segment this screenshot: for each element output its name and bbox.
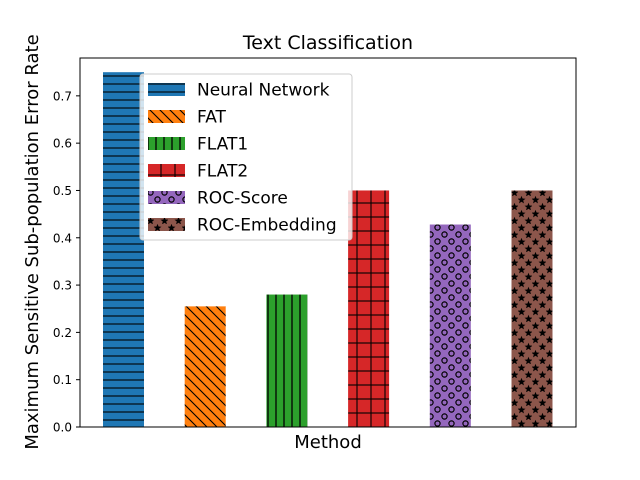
bar-roc-score bbox=[429, 224, 471, 427]
y-axis-label: Maximum Sensitive Sub-population Error R… bbox=[22, 34, 43, 449]
y-tick-label: 0.5 bbox=[53, 184, 72, 198]
bar-flat1 bbox=[266, 294, 308, 427]
y-tick-label: 0.0 bbox=[53, 421, 72, 435]
y-axis-ticks: 0.0 0.1 0.2 0.3 0.4 0.5 0.6 0.7 bbox=[53, 89, 80, 435]
legend-label: ROC-Embedding bbox=[197, 216, 337, 236]
legend-label: ROC-Score bbox=[197, 189, 288, 209]
y-tick-label: 0.6 bbox=[53, 137, 72, 151]
legend-swatch bbox=[148, 110, 185, 123]
plot-frame bbox=[79, 57, 577, 428]
y-tick-label: 0.4 bbox=[53, 231, 72, 245]
legend-swatch bbox=[148, 164, 185, 177]
legend-swatch bbox=[148, 83, 185, 96]
bar-flat2 bbox=[348, 190, 390, 427]
bars-layer bbox=[103, 72, 553, 427]
bar-neural-network bbox=[103, 72, 144, 427]
chart-title: Text Classification bbox=[242, 32, 413, 54]
y-tick-label: 0.7 bbox=[53, 89, 72, 103]
bar-fat bbox=[184, 306, 226, 427]
y-tick-label: 0.1 bbox=[53, 373, 72, 387]
legend-label: FLAT1 bbox=[197, 135, 248, 155]
y-tick-label: 0.3 bbox=[53, 279, 72, 293]
x-axis-label: Method bbox=[294, 432, 362, 453]
legend-label: Neural Network bbox=[197, 81, 330, 101]
y-tick-label: 0.2 bbox=[53, 326, 72, 340]
legend-swatch bbox=[148, 191, 185, 204]
legend: Neural Network FAT FLAT1 FLAT2 ROC-Score ROC-… bbox=[139, 73, 353, 241]
legend-swatch bbox=[148, 137, 185, 150]
bar-roc-embedding bbox=[511, 190, 553, 427]
legend-swatch bbox=[148, 218, 185, 231]
legend-box bbox=[139, 73, 353, 241]
legend-label: FLAT2 bbox=[197, 162, 248, 182]
legend-label: FAT bbox=[197, 108, 227, 128]
